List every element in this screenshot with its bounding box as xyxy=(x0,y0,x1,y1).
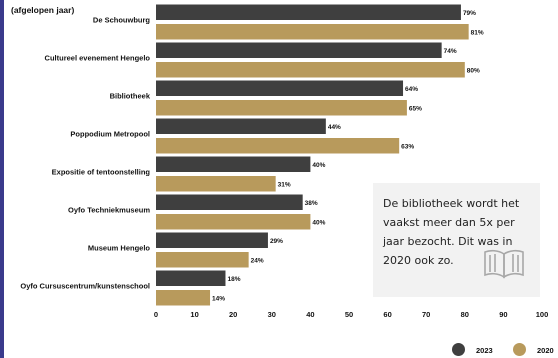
bar-2023 xyxy=(156,270,226,286)
data-label: 29% xyxy=(270,238,283,245)
x-tick-label: 0 xyxy=(154,310,158,319)
category-label: Oyfo Cursuscentrum/kunstenschool xyxy=(20,282,150,291)
x-tick-label: 30 xyxy=(268,310,276,319)
category-label: Cultureel evenement Hengelo xyxy=(45,54,151,63)
data-label: 31% xyxy=(278,181,291,188)
data-label: 63% xyxy=(401,143,414,150)
data-label: 81% xyxy=(471,29,484,36)
x-tick-label: 80 xyxy=(461,310,469,319)
bar-2020 xyxy=(156,138,400,154)
bar-2020 xyxy=(156,252,249,268)
category-label: Expositie of tentoonstelling xyxy=(52,168,151,177)
data-label: 79% xyxy=(463,10,476,17)
data-label: 64% xyxy=(405,86,418,93)
bar-2023 xyxy=(156,42,442,58)
data-label: 40% xyxy=(312,162,325,169)
data-label: 44% xyxy=(328,124,341,131)
bar-2020 xyxy=(156,290,211,306)
x-tick-label: 90 xyxy=(499,310,507,319)
x-tick-label: 10 xyxy=(190,310,198,319)
bar-2023 xyxy=(156,4,461,20)
x-tick-label: 100 xyxy=(536,310,549,319)
annotation-box: De bibliotheek wordt het vaakst meer dan… xyxy=(373,183,540,297)
open-book-icon xyxy=(484,249,524,279)
category-label: Bibliotheek xyxy=(110,92,151,101)
bar-2023 xyxy=(156,80,404,96)
bar-2020 xyxy=(156,100,407,116)
data-label: 40% xyxy=(312,219,325,226)
data-label: 24% xyxy=(251,257,264,264)
bar-2020 xyxy=(156,214,311,230)
category-label: Museum Hengelo xyxy=(88,244,151,253)
x-tick-label: 40 xyxy=(306,310,314,319)
data-label: 18% xyxy=(227,276,240,283)
category-label: Poppodium Metropool xyxy=(70,130,150,139)
data-label: 65% xyxy=(409,105,422,112)
x-tick-label: 70 xyxy=(422,310,430,319)
page-accent-strip xyxy=(0,0,4,358)
x-tick-label: 60 xyxy=(383,310,391,319)
bar-2020 xyxy=(156,176,276,192)
bar-2020 xyxy=(156,24,469,40)
bar-2020 xyxy=(156,62,465,78)
data-label: 38% xyxy=(305,200,318,207)
x-tick-label: 50 xyxy=(345,310,353,319)
bar-2023 xyxy=(156,194,303,210)
bar-2023 xyxy=(156,156,311,172)
category-label: Oyfo Techniekmuseum xyxy=(68,206,150,215)
chart-title-fragment: (afgelopen jaar) xyxy=(11,5,74,15)
bar-2023 xyxy=(156,232,268,248)
bar-2023 xyxy=(156,118,326,134)
annotation-text: De bibliotheek wordt het vaakst meer dan… xyxy=(383,197,520,267)
data-label: 74% xyxy=(444,48,457,55)
x-tick-label: 20 xyxy=(229,310,237,319)
category-label: De Schouwburg xyxy=(93,16,151,25)
data-label: 14% xyxy=(212,295,225,302)
data-label: 80% xyxy=(467,67,480,74)
